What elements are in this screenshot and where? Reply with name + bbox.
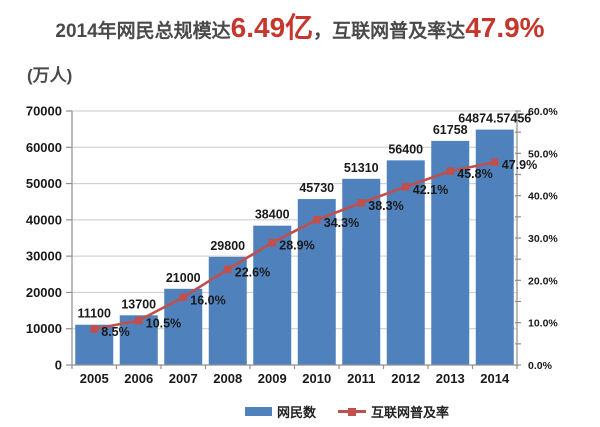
- bar-value-label: 45730: [299, 181, 334, 195]
- bar-value-label: 29800: [210, 239, 245, 253]
- bar-value-label: 51310: [344, 161, 379, 175]
- legend-label-penetration: 互联网普及率: [371, 405, 450, 420]
- x-axis-tick-label: 2010: [302, 371, 331, 386]
- pct-value-label: 47.9%: [502, 158, 537, 172]
- x-axis-tick-label: 2007: [169, 371, 198, 386]
- legend-item-penetration: 互联网普及率: [338, 402, 449, 421]
- combo-chart: 0 10000 20000 30000 40000 50000 60000 70000 0.0%…: [26, 104, 559, 387]
- legend: 网民数 互联网普及率: [94, 402, 600, 421]
- y2-axis-tick-label: 30.0%: [528, 233, 558, 245]
- line-marker: [134, 316, 143, 325]
- bar: [164, 288, 203, 365]
- line-marker: [490, 158, 499, 167]
- chart-title: 2014年网民总规模达6.49亿，互联网普及率达47.9%: [0, 6, 600, 46]
- line-series-swatch-icon: [338, 407, 366, 416]
- line-marker: [401, 182, 410, 191]
- line-marker: [223, 265, 232, 274]
- y2-axis-tick-label: 20.0%: [528, 275, 558, 287]
- x-axis-tick-label: 2005: [80, 371, 109, 386]
- y-axis-tick-label: 0: [55, 358, 62, 373]
- title-highlight-users: 6.49亿: [230, 12, 314, 43]
- y-axis-tick-label: 60000: [26, 140, 62, 155]
- line-marker: [179, 293, 188, 302]
- pct-value-label: 16.0%: [190, 293, 225, 307]
- line-marker: [268, 238, 277, 247]
- x-axis-tick-label: 2012: [391, 371, 420, 386]
- penetration-line: [94, 160, 496, 331]
- pct-value-label: 22.6%: [235, 265, 270, 279]
- title-highlight-rate: 47.9%: [465, 12, 545, 43]
- x-axis-tick-label: 2014: [480, 371, 510, 386]
- y-axis-tick-label: 40000: [26, 212, 62, 227]
- bar-series-swatch-icon: [244, 407, 272, 416]
- y-axis-tick-label: 20000: [26, 285, 62, 300]
- bar: [475, 129, 514, 365]
- y2-axis-tick-label: 40.0%: [528, 191, 558, 203]
- line-marker: [357, 199, 366, 207]
- y2-axis-tick-label: 10.0%: [528, 318, 558, 330]
- pct-value-label: 45.8%: [457, 167, 492, 181]
- line-marker: [90, 325, 99, 333]
- y-axis-tick-label: 50000: [26, 176, 62, 191]
- bar-value-label: 64874.57456: [458, 112, 531, 126]
- y2-axis-tick-label: 50.0%: [528, 148, 558, 160]
- bar-value-label: 13700: [121, 297, 156, 311]
- bar-value-label: 61758: [433, 123, 468, 137]
- bar-value-label: 38400: [255, 208, 290, 222]
- bar-value-label: 21000: [166, 271, 201, 285]
- pct-value-label: 34.3%: [324, 216, 359, 230]
- y-axis-tick-label: 70000: [26, 104, 62, 119]
- bar-value-label: 11100: [78, 307, 111, 321]
- x-axis-tick-label: 2013: [436, 371, 465, 386]
- bar-value-label: 56400: [388, 142, 423, 156]
- y-axis-unit-label: (万人): [27, 66, 73, 85]
- title-text-middle: ，互联网普及率达: [313, 21, 466, 42]
- x-axis-tick-label: 2011: [347, 371, 375, 386]
- y2-axis-tick-label: 0.0%: [528, 360, 553, 372]
- x-axis-tick-label: 2008: [213, 371, 242, 386]
- pct-value-label: 10.5%: [146, 317, 181, 331]
- y-axis-tick-label: 10000: [26, 321, 62, 336]
- x-axis-tick-label: 2006: [124, 371, 153, 386]
- line-marker: [446, 167, 455, 175]
- y-axis-tick-label: 30000: [26, 249, 62, 264]
- legend-label-netizens: 网民数: [276, 405, 316, 420]
- bar: [431, 140, 470, 365]
- legend-item-netizens: 网民数: [244, 402, 316, 421]
- pct-value-label: 28.9%: [279, 239, 314, 253]
- bar: [386, 160, 425, 365]
- y2-axis-tick-label: 60.0%: [528, 106, 558, 118]
- pct-value-label: 42.1%: [413, 183, 448, 197]
- line-marker-icon: [348, 407, 356, 416]
- title-text-prefix: 2014年网民总规模达: [55, 21, 231, 42]
- line-marker: [312, 215, 321, 224]
- x-axis-tick-label: 2009: [258, 371, 287, 386]
- pct-value-label: 8.5%: [101, 325, 130, 339]
- bar: [208, 256, 247, 365]
- bar: [342, 178, 381, 365]
- pct-value-label: 38.3%: [368, 199, 403, 213]
